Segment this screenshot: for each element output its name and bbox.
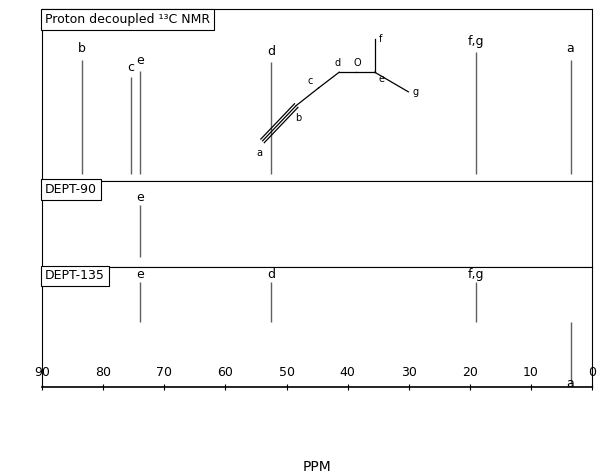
Text: DEPT-90: DEPT-90 — [45, 183, 97, 196]
Text: a: a — [567, 42, 574, 55]
Text: a: a — [567, 377, 574, 389]
Text: PPM: PPM — [303, 460, 332, 472]
Text: e: e — [136, 268, 144, 281]
Text: e: e — [136, 54, 144, 67]
Text: f,g: f,g — [467, 35, 484, 48]
Text: c: c — [127, 61, 134, 74]
Text: f,g: f,g — [467, 268, 484, 281]
Text: b: b — [78, 42, 86, 55]
Text: d: d — [268, 45, 275, 58]
Text: Proton decoupled ¹³C NMR: Proton decoupled ¹³C NMR — [45, 13, 210, 26]
Text: d: d — [268, 268, 275, 281]
Text: DEPT-135: DEPT-135 — [45, 270, 105, 282]
Text: e: e — [136, 191, 144, 204]
